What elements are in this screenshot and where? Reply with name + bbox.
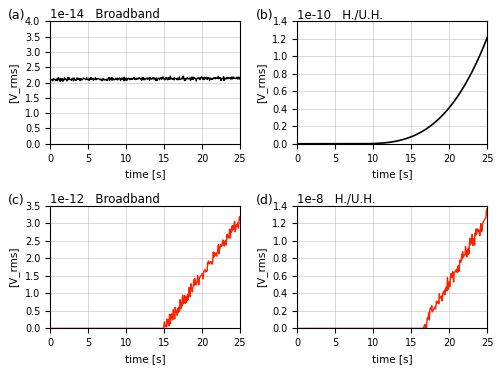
Y-axis label: [V_rms]: [V_rms]	[9, 247, 19, 288]
X-axis label: time [s]: time [s]	[371, 354, 412, 364]
X-axis label: time [s]: time [s]	[124, 354, 165, 364]
X-axis label: time [s]: time [s]	[371, 169, 412, 179]
X-axis label: time [s]: time [s]	[124, 169, 165, 179]
Text: 1e-10   H./U.H.: 1e-10 H./U.H.	[297, 8, 383, 21]
Y-axis label: [V_rms]: [V_rms]	[256, 247, 267, 288]
Y-axis label: [V_rms]: [V_rms]	[256, 62, 267, 103]
Text: (b): (b)	[255, 9, 273, 22]
Text: 1e-12   Broadband: 1e-12 Broadband	[50, 193, 160, 206]
Text: (c): (c)	[8, 194, 25, 207]
Text: (d): (d)	[255, 194, 273, 207]
Text: 1e-14   Broadband: 1e-14 Broadband	[50, 8, 160, 21]
Text: (a): (a)	[8, 9, 26, 22]
Text: 1e-8   H./U.H.: 1e-8 H./U.H.	[297, 193, 375, 206]
Y-axis label: [V_rms]: [V_rms]	[9, 62, 19, 103]
